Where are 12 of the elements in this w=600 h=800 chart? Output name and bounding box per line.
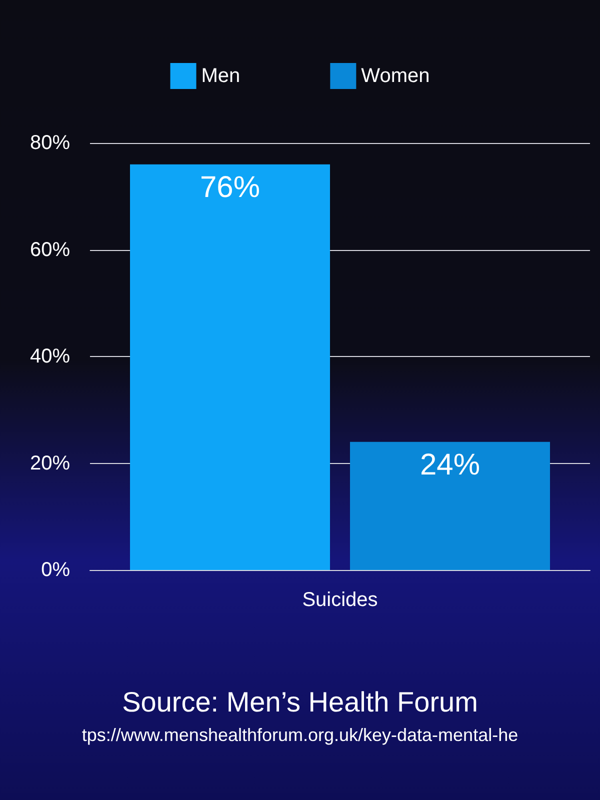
y-tick-label: 20%: [30, 452, 70, 474]
y-tick-label: 40%: [30, 346, 70, 368]
legend-label: Men: [201, 65, 240, 87]
data-label: 24%: [420, 448, 480, 482]
source-note: Source: Men’s Health Forum: [122, 686, 478, 718]
data-label: 76%: [200, 170, 260, 204]
y-tick-label: 60%: [30, 238, 70, 261]
x-tick-label: Suicides: [302, 589, 378, 611]
text: tps://www.menshealthforum.org.uk/key-data-mental-he: [82, 725, 518, 745]
legend-label: Women: [361, 65, 430, 87]
y-tick-label: 80%: [30, 132, 70, 154]
y-tick-label: 0%: [41, 559, 70, 581]
